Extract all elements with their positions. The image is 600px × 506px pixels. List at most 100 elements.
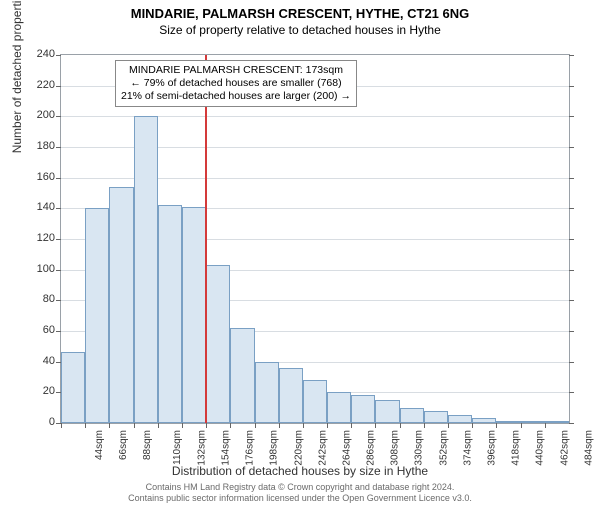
x-tick <box>472 423 473 428</box>
y-tick-label: 20 <box>25 385 55 397</box>
y-tick-label: 120 <box>25 232 55 244</box>
y-tick <box>56 116 61 117</box>
footer-attribution: Contains HM Land Registry data © Crown c… <box>0 482 600 504</box>
y-tick <box>56 86 61 87</box>
x-tick-label: 110sqm <box>171 430 182 465</box>
histogram-bar <box>182 207 206 423</box>
y-tick <box>56 147 61 148</box>
y-tick-label: 160 <box>25 171 55 183</box>
annotation-box: MINDARIE PALMARSH CRESCENT: 173sqm← 79% … <box>115 60 357 107</box>
histogram-bar <box>545 421 569 423</box>
y-tick <box>56 178 61 179</box>
histogram-bar <box>158 205 182 423</box>
y-tick-label: 60 <box>25 324 55 336</box>
y-tick <box>569 362 574 363</box>
histogram-bar <box>279 368 303 423</box>
y-tick-label: 180 <box>25 140 55 152</box>
y-tick <box>569 55 574 56</box>
y-tick <box>569 331 574 332</box>
y-tick-label: 140 <box>25 201 55 213</box>
chart-title: MINDARIE, PALMARSH CRESCENT, HYTHE, CT21… <box>0 6 600 21</box>
y-tick <box>56 331 61 332</box>
histogram-bar <box>424 411 448 423</box>
histogram-bar <box>400 408 424 423</box>
y-tick <box>56 300 61 301</box>
y-tick-label: 80 <box>25 293 55 305</box>
x-tick-label: 44sqm <box>94 430 105 460</box>
x-tick-label: 440sqm <box>535 430 546 466</box>
histogram-bar <box>375 400 399 423</box>
x-tick-label: 352sqm <box>438 430 449 466</box>
y-tick <box>569 300 574 301</box>
x-tick <box>134 423 135 428</box>
y-tick <box>569 392 574 393</box>
x-tick-label: 66sqm <box>118 430 129 460</box>
x-tick-label: 462sqm <box>559 430 570 466</box>
y-axis-title: Number of detached properties <box>10 0 24 153</box>
histogram-bar <box>109 187 133 423</box>
histogram-bar <box>230 328 254 423</box>
x-tick <box>424 423 425 428</box>
annotation-line: 21% of semi-detached houses are larger (… <box>121 90 351 103</box>
x-tick <box>61 423 62 428</box>
x-tick-label: 220sqm <box>293 430 304 466</box>
x-tick-label: 308sqm <box>390 430 401 466</box>
x-tick <box>85 423 86 428</box>
x-tick <box>351 423 352 428</box>
x-tick-label: 132sqm <box>196 430 207 466</box>
y-tick-label: 0 <box>25 416 55 428</box>
histogram-bar <box>303 380 327 423</box>
histogram-bar <box>496 421 520 423</box>
x-tick <box>182 423 183 428</box>
footer-line-2: Contains public sector information licen… <box>0 493 600 504</box>
histogram-bar <box>351 395 375 423</box>
histogram-bar <box>134 116 158 423</box>
x-tick <box>496 423 497 428</box>
y-tick <box>569 239 574 240</box>
y-tick <box>569 208 574 209</box>
y-tick <box>569 423 574 424</box>
x-tick-label: 242sqm <box>317 430 328 466</box>
x-tick-label: 330sqm <box>414 430 425 466</box>
x-tick <box>158 423 159 428</box>
y-tick <box>56 208 61 209</box>
y-tick <box>56 55 61 56</box>
y-tick <box>569 270 574 271</box>
x-tick <box>448 423 449 428</box>
x-tick <box>327 423 328 428</box>
chart-container: MINDARIE, PALMARSH CRESCENT, HYTHE, CT21… <box>0 6 600 506</box>
x-axis-title: Distribution of detached houses by size … <box>0 464 600 478</box>
chart-subtitle: Size of property relative to detached ho… <box>0 23 600 37</box>
y-tick-label: 220 <box>25 79 55 91</box>
x-tick-label: 484sqm <box>583 430 594 466</box>
y-tick-label: 40 <box>25 355 55 367</box>
x-tick <box>109 423 110 428</box>
y-tick <box>569 116 574 117</box>
y-tick <box>569 147 574 148</box>
x-tick-label: 418sqm <box>511 430 522 466</box>
x-tick <box>230 423 231 428</box>
histogram-bar <box>255 362 279 423</box>
x-tick-label: 198sqm <box>269 430 280 466</box>
y-tick-label: 240 <box>25 48 55 60</box>
x-tick-label: 154sqm <box>221 430 232 466</box>
y-tick <box>56 239 61 240</box>
y-tick-label: 200 <box>25 109 55 121</box>
y-tick <box>56 270 61 271</box>
x-tick <box>400 423 401 428</box>
annotation-line: ← 79% of detached houses are smaller (76… <box>121 77 351 90</box>
x-tick <box>279 423 280 428</box>
y-tick <box>569 86 574 87</box>
footer-line-1: Contains HM Land Registry data © Crown c… <box>0 482 600 493</box>
x-tick <box>375 423 376 428</box>
x-tick-label: 286sqm <box>366 430 377 466</box>
y-tick <box>569 178 574 179</box>
histogram-bar <box>85 208 109 423</box>
x-tick <box>545 423 546 428</box>
x-tick <box>303 423 304 428</box>
y-tick-label: 100 <box>25 263 55 275</box>
annotation-line: MINDARIE PALMARSH CRESCENT: 173sqm <box>121 64 351 77</box>
x-tick-label: 264sqm <box>341 430 352 466</box>
histogram-bar <box>327 392 351 423</box>
x-tick <box>206 423 207 428</box>
